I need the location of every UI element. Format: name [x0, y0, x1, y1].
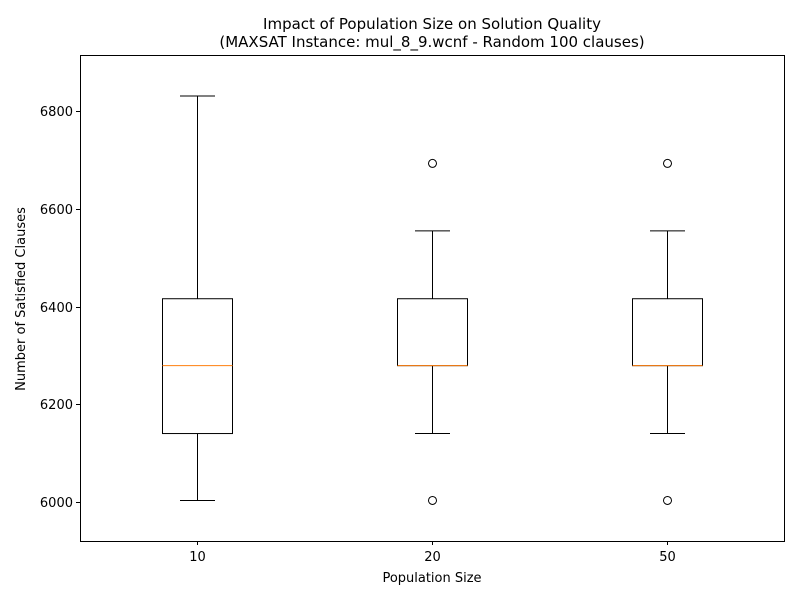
chart-subtitle: (MAXSAT Instance: mul_8_9.wcnf - Random …	[219, 33, 644, 52]
x-tick-label: 50	[659, 550, 676, 565]
box-iqr	[632, 298, 703, 367]
outlier-point	[663, 158, 672, 168]
plot-area: 6000 6200 6400 6600 6800 10 20 50	[40, 95, 703, 565]
outlier-point	[663, 495, 672, 505]
box-iqr	[397, 298, 468, 367]
y-tick-label: 6800	[40, 105, 73, 120]
chart-title: Impact of Population Size on Solution Qu…	[263, 15, 601, 33]
y-tick-label: 6000	[40, 496, 73, 511]
outlier-point	[428, 495, 437, 505]
y-tick-label: 6200	[40, 398, 73, 413]
x-tick-label: 10	[189, 550, 206, 565]
y-tick-label: 6600	[40, 203, 73, 218]
outlier-point	[428, 158, 437, 168]
x-tick-label: 20	[424, 550, 441, 565]
x-axis-label: Population Size	[382, 571, 481, 586]
y-tick-label: 6400	[40, 301, 73, 316]
y-axis-label: Number of Satisfied Clauses	[14, 207, 29, 391]
axes-frame	[80, 55, 785, 542]
